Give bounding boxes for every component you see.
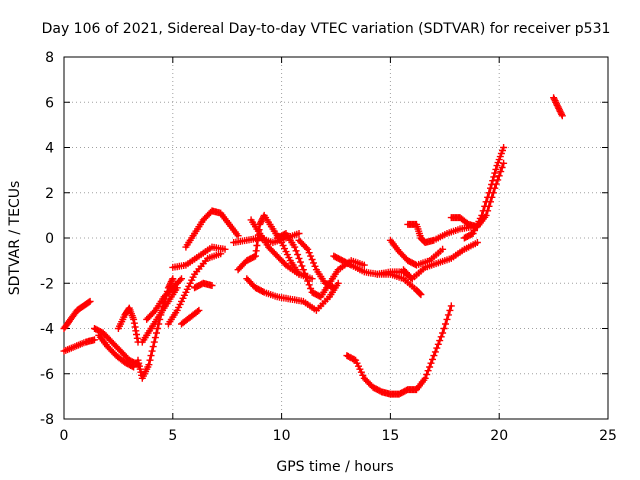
- data-series-arc-1: [60, 297, 94, 332]
- x-tick-label: 15: [381, 428, 399, 444]
- data-series-arc-2: [60, 336, 98, 355]
- series-markers: [143, 275, 185, 323]
- series-markers: [243, 275, 342, 314]
- series-markers: [386, 236, 447, 269]
- y-tick-label: -2: [40, 276, 54, 292]
- data-series-arc-13: [191, 279, 216, 292]
- series-markers: [295, 236, 338, 292]
- series-markers: [373, 270, 425, 299]
- series-markers: [178, 306, 203, 328]
- series-markers: [447, 159, 508, 231]
- data-series-arc-15: [234, 211, 316, 283]
- data-series-arc-24: [404, 220, 477, 246]
- data-series-arc-12: [178, 306, 203, 328]
- data-series-arc-23: [400, 239, 481, 283]
- y-axis-label: SDTVAR / TECUs: [7, 181, 23, 296]
- series-markers: [343, 302, 455, 398]
- x-tick-label: 10: [273, 428, 291, 444]
- data-series-arc-5: [114, 304, 142, 346]
- data-series-group: [60, 94, 566, 398]
- data-series-arc-27: [343, 302, 455, 398]
- data-series-arc-19: [295, 236, 338, 292]
- x-tick-label: 25: [599, 428, 617, 444]
- x-axis-label: GPS time / hours: [276, 459, 393, 475]
- series-markers: [164, 250, 225, 328]
- axis-ticks: 0 5 10 15 20 25 -8 -6 -4 -2 0 2 4 6 8: [40, 50, 617, 444]
- series-markers: [400, 239, 481, 283]
- series-markers: [60, 297, 94, 332]
- series-markers: [95, 331, 138, 371]
- data-series-arc-11: [182, 207, 242, 251]
- x-tick-label: 0: [60, 428, 69, 444]
- data-series-arc-25: [447, 159, 508, 231]
- series-markers: [138, 284, 181, 346]
- data-series-arc-17: [247, 216, 303, 278]
- x-tick-label: 5: [168, 428, 177, 444]
- data-series-arc-26: [460, 144, 508, 242]
- series-markers: [247, 216, 303, 278]
- y-tick-label: -4: [40, 322, 54, 338]
- data-series-arc-8: [143, 275, 185, 323]
- y-tick-label: 2: [45, 186, 54, 202]
- data-series-arc-7: [138, 284, 181, 346]
- y-tick-label: 8: [45, 50, 54, 66]
- series-markers: [191, 279, 216, 292]
- series-markers: [169, 243, 229, 271]
- y-tick-label: -6: [40, 367, 54, 383]
- data-series-arc-10: [169, 243, 229, 271]
- y-tick-label: -8: [40, 412, 54, 428]
- data-series-arc-9: [164, 250, 225, 328]
- x-tick-label: 20: [490, 428, 508, 444]
- series-markers: [91, 325, 142, 369]
- data-series-arc-28: [550, 94, 566, 120]
- series-markers: [460, 144, 508, 242]
- series-markers: [182, 207, 242, 251]
- data-series-arc-4: [95, 331, 138, 371]
- data-series-arc-21: [373, 270, 425, 299]
- series-markers: [114, 304, 142, 346]
- series-markers: [60, 336, 98, 355]
- data-series-arc-22: [386, 236, 447, 269]
- y-tick-label: 0: [45, 231, 54, 247]
- data-series-arc-3: [91, 325, 142, 369]
- y-tick-label: 6: [45, 95, 54, 111]
- series-markers: [550, 94, 566, 120]
- chart-title: Day 106 of 2021, Sidereal Day-to-day VTE…: [42, 21, 611, 37]
- data-series-arc-16: [243, 275, 342, 314]
- y-tick-label: 4: [45, 141, 54, 157]
- series-markers: [404, 220, 477, 246]
